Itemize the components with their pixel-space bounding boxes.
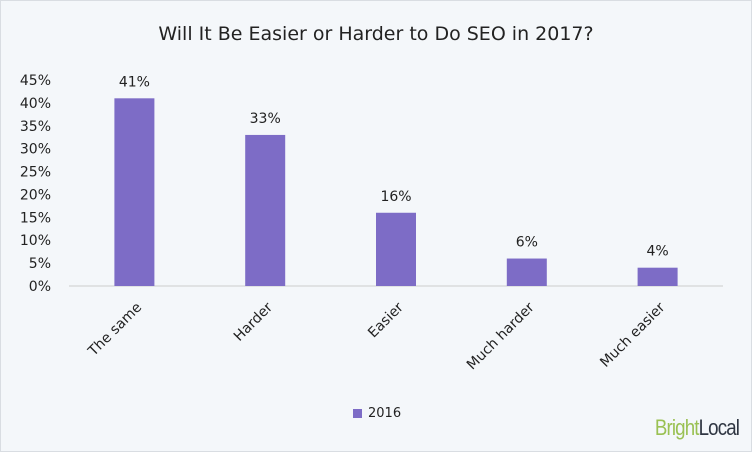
data-label: 33% (250, 111, 281, 127)
y-tick-label: 20% (20, 187, 51, 203)
y-tick-label: 40% (20, 96, 51, 112)
logo-part-local: Local (698, 415, 740, 440)
y-tick-label: 35% (20, 119, 51, 135)
y-tick-label: 25% (20, 165, 51, 181)
bar (506, 258, 547, 286)
y-tick-label: 10% (20, 233, 51, 249)
y-tick-label: 0% (29, 279, 51, 295)
legend: 2016 (353, 406, 401, 421)
data-label: 4% (646, 244, 668, 260)
y-tick-label: 45% (20, 73, 51, 89)
logo-part-bright: Bright (654, 415, 700, 440)
bar (637, 267, 678, 286)
x-tick-label: Much easier (597, 299, 668, 370)
bar (245, 134, 286, 286)
data-label: 41% (119, 74, 150, 90)
y-tick-label: 15% (20, 210, 51, 226)
bar (114, 98, 155, 286)
bar (376, 212, 416, 286)
x-tick-label: Harder (231, 299, 276, 344)
data-label: 16% (380, 189, 411, 205)
legend-swatch (353, 409, 362, 418)
chart-title: Will It Be Easier or Harder to Do SEO in… (158, 23, 594, 45)
x-tick-label: The same (85, 300, 146, 361)
legend-label: 2016 (368, 406, 402, 421)
x-tick-label: Easier (365, 299, 407, 341)
y-tick-label: 5% (29, 256, 51, 272)
y-tick-label: 30% (20, 142, 51, 158)
x-tick-label: Much harder (464, 299, 538, 373)
data-label: 6% (516, 235, 538, 251)
brightlocal-logo: BrightLocal (654, 415, 740, 441)
